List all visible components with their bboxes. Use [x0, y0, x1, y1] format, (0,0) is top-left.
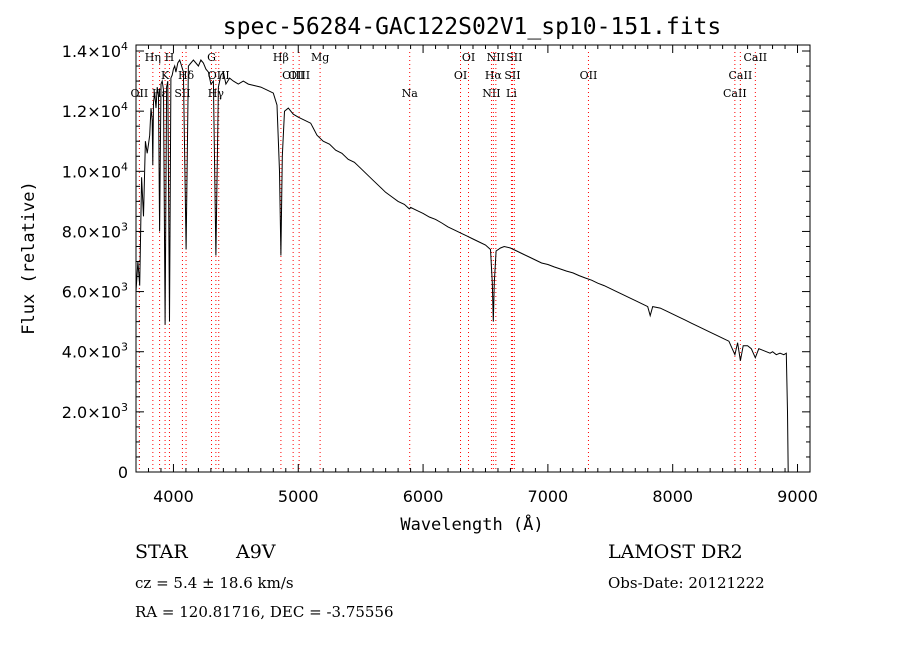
- x-tick-label: 7000: [528, 487, 569, 506]
- redshift-velocity: cz = 5.4 ± 18.6 km/s: [135, 574, 294, 592]
- emission-line-labels: OIIHηHεKHSIIHδGHγOIIIHβOIIIOIIIMgNaOIOIN…: [131, 51, 768, 100]
- line-label: SII: [504, 69, 520, 82]
- chart-title: spec-56284-GAC122S02V1_sp10-151.fits: [223, 14, 722, 40]
- y-tick-label: 1.0×104: [62, 160, 128, 181]
- spectrum-line: [135, 58, 789, 473]
- emission-line-markers: [138, 52, 756, 472]
- line-label: OIII: [208, 69, 230, 82]
- line-label: G: [207, 51, 216, 64]
- line-label: OI: [462, 51, 475, 64]
- y-tick-label: 4.0×103: [62, 341, 128, 362]
- line-label: Hη: [145, 51, 161, 64]
- line-label: H: [165, 51, 175, 64]
- line-label: Hγ: [208, 87, 225, 100]
- x-axis-ticks: 4000 5000 6000 7000 8000 9000: [135, 45, 818, 506]
- line-label: Mg: [311, 51, 329, 64]
- line-label: Li: [506, 87, 517, 100]
- line-label: NII: [482, 87, 500, 100]
- x-tick-label: 5000: [278, 487, 319, 506]
- y-axis-ticks: 0 2.0×103 4.0×103 6.0×103 8.0×103 1.0×104 1.2×…: [62, 40, 810, 482]
- y-tick-label: 1.4×104: [62, 40, 128, 61]
- object-class: STAR: [135, 541, 188, 563]
- y-axis-label: Flux (relative): [19, 181, 39, 335]
- plot-frame: [135, 44, 811, 473]
- line-label: Hδ: [178, 69, 195, 82]
- line-label: NII: [487, 51, 505, 64]
- x-tick-label: 9000: [777, 487, 818, 506]
- line-label: OIII: [288, 69, 310, 82]
- line-label: SII: [506, 51, 522, 64]
- line-label: CaII: [729, 69, 753, 82]
- line-label: Hα: [485, 69, 503, 82]
- survey-name: LAMOST DR2: [608, 541, 743, 563]
- line-label: Hβ: [273, 51, 289, 64]
- line-label: SII: [174, 87, 190, 100]
- line-label: OIII: [282, 69, 304, 82]
- y-tick-label: 1.2×104: [62, 100, 128, 121]
- y-tick-label: 0: [118, 463, 128, 482]
- x-tick-label: 4000: [153, 487, 194, 506]
- line-label: CaII: [743, 51, 767, 64]
- observation-date: Obs-Date: 20121222: [608, 574, 765, 592]
- y-tick-label: 2.0×103: [62, 401, 128, 422]
- x-tick-label: 8000: [652, 487, 693, 506]
- line-label: OII: [580, 69, 598, 82]
- line-label: OI: [454, 69, 467, 82]
- line-label: CaII: [723, 87, 747, 100]
- line-label: OII: [131, 87, 149, 100]
- object-subclass: A9V: [236, 541, 276, 563]
- y-tick-label: 6.0×103: [62, 281, 128, 302]
- line-label: K: [161, 69, 170, 82]
- line-label: Na: [402, 87, 419, 100]
- x-tick-label: 6000: [403, 487, 444, 506]
- x-axis-label: Wavelength (Å): [400, 513, 543, 535]
- ra-dec-coordinates: RA = 120.81716, DEC = -3.75556: [135, 603, 394, 621]
- y-tick-label: 8.0×103: [62, 220, 128, 241]
